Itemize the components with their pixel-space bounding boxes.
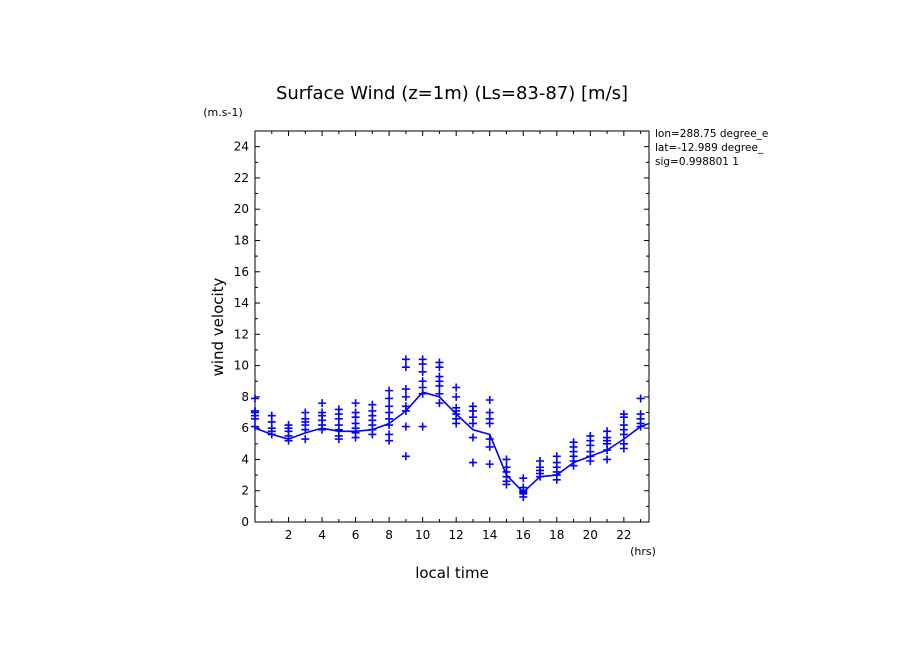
- y-tick-label: 14: [234, 296, 249, 310]
- x-tick-label: 2: [285, 528, 293, 542]
- x-unit-label: (hrs): [630, 545, 656, 558]
- x-tick-label: 8: [385, 528, 393, 542]
- plus-marker: [418, 367, 427, 376]
- y-tick-label: 22: [234, 171, 249, 185]
- plus-marker: [468, 458, 477, 467]
- y-axis-title: wind velocity: [209, 277, 227, 376]
- plus-marker: [468, 433, 477, 442]
- plus-marker: [385, 386, 394, 395]
- plus-marker: [318, 399, 327, 408]
- x-tick-label: 6: [352, 528, 360, 542]
- plus-marker: [401, 422, 410, 431]
- plus-marker: [552, 475, 561, 484]
- x-tick-label: 16: [516, 528, 531, 542]
- plus-marker: [351, 433, 360, 442]
- x-tick-label: 10: [415, 528, 430, 542]
- plus-marker: [418, 360, 427, 369]
- plus-marker: [284, 436, 293, 445]
- annotation-sig: sig=0.998801 1: [655, 156, 739, 168]
- x-tick-label: 12: [449, 528, 464, 542]
- y-tick-label: 18: [234, 233, 249, 247]
- plus-marker: [401, 355, 410, 364]
- plus-marker: [401, 392, 410, 401]
- y-unit-label: (m.s-1): [203, 106, 243, 119]
- y-tick-label: 12: [234, 327, 249, 341]
- y-tick-label: 0: [241, 515, 249, 529]
- y-tick-label: 4: [241, 452, 249, 466]
- x-tick-label: 20: [583, 528, 598, 542]
- y-tick-label: 6: [241, 421, 249, 435]
- y-tick-label: 10: [234, 359, 249, 373]
- x-axis-title: local time: [415, 564, 489, 582]
- plus-marker: [519, 474, 528, 483]
- mean-line: [254, 391, 650, 494]
- plus-marker: [251, 408, 259, 417]
- plot-frame: [254, 130, 650, 523]
- plus-marker: [435, 381, 444, 390]
- plus-marker: [485, 460, 494, 469]
- plus-marker: [619, 444, 628, 453]
- plus-marker: [385, 394, 394, 403]
- x-tick-label: 22: [616, 528, 631, 542]
- plus-marker: [603, 455, 612, 464]
- plus-marker: [452, 383, 461, 392]
- plus-marker: [502, 455, 511, 464]
- plus-marker: [301, 435, 310, 444]
- plus-marker: [401, 385, 410, 394]
- plus-marker: [401, 452, 410, 461]
- plus-marker: [435, 399, 444, 408]
- plus-marker: [401, 363, 410, 372]
- annotation-lat: lat=-12.989 degree_: [655, 142, 764, 154]
- y-tick-label: 24: [234, 140, 249, 154]
- chart-title: Surface Wind (z=1m) (Ls=83-87) [m/s]: [276, 83, 628, 104]
- y-tick-label: 2: [241, 484, 249, 498]
- plus-marker: [452, 392, 461, 401]
- x-tick-label: 18: [549, 528, 564, 542]
- plus-marker: [636, 394, 645, 403]
- plus-marker: [485, 396, 494, 405]
- plus-marker: [468, 419, 477, 428]
- y-tick-label: 20: [234, 202, 249, 216]
- plus-marker: [485, 442, 494, 451]
- plus-marker: [586, 457, 595, 466]
- plus-marker: [368, 430, 377, 439]
- plus-marker: [619, 413, 628, 422]
- plus-marker: [251, 422, 259, 431]
- plus-marker: [519, 492, 528, 501]
- plus-marker: [418, 422, 427, 431]
- plus-marker: [435, 363, 444, 372]
- plus-marker: [351, 399, 360, 408]
- annotation-lon: lon=288.75 degree_e: [655, 128, 768, 140]
- y-tick-label: 8: [241, 390, 249, 404]
- plus-marker: [619, 430, 628, 439]
- plus-marker: [385, 436, 394, 445]
- x-tick-label: 14: [482, 528, 497, 542]
- x-tick-label: 4: [318, 528, 326, 542]
- plus-marker: [452, 419, 461, 428]
- plus-marker: [334, 435, 343, 444]
- data-marks: [251, 355, 650, 501]
- plus-marker: [485, 419, 494, 428]
- y-tick-label: 16: [234, 265, 249, 279]
- plus-marker: [251, 394, 259, 403]
- plus-marker: [502, 480, 511, 489]
